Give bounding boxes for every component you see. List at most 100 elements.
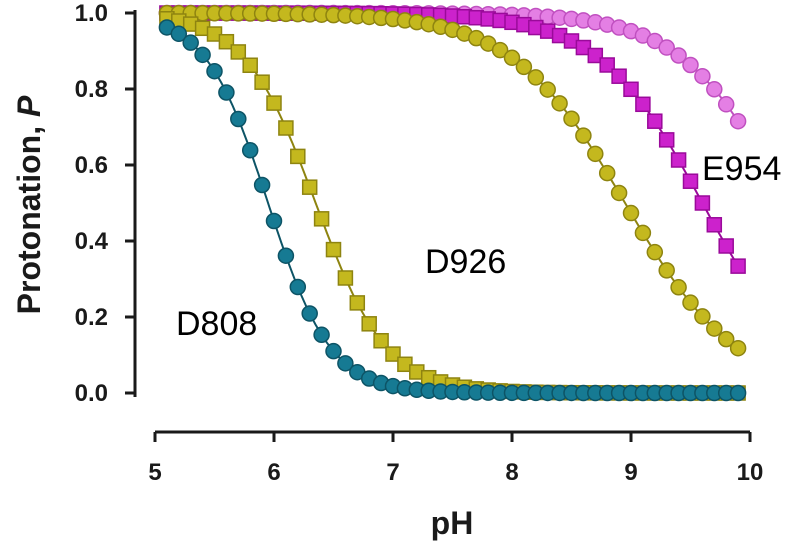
data-point (682, 56, 699, 74)
data-point (313, 211, 330, 227)
x-tick-label: 5 (148, 459, 161, 486)
data-point (266, 95, 282, 111)
data-point (706, 217, 723, 233)
x-tick-label: 6 (267, 459, 280, 486)
x-tick-label: 9 (624, 459, 637, 486)
data-point (242, 57, 258, 73)
data-point (325, 241, 342, 258)
data-point (622, 204, 640, 222)
y-axis-title-main: Protonation, (11, 117, 47, 314)
y-tick-label: 0.0 (75, 380, 108, 407)
annotation-d926: D926 (425, 243, 506, 281)
data-point (729, 112, 747, 130)
x-axis-title: pH (431, 505, 474, 541)
data-point (361, 316, 377, 332)
data-point (646, 243, 664, 261)
data-point (717, 330, 735, 348)
x-tick-label: 8 (505, 459, 518, 486)
data-point (218, 84, 235, 101)
annotation-e954: E954 (702, 150, 781, 188)
data-point (373, 333, 389, 349)
y-tick-label: 0.2 (75, 304, 108, 331)
x-tick-label: 10 (737, 459, 764, 486)
data-point (599, 57, 615, 73)
data-point (539, 81, 556, 98)
data-point (265, 212, 283, 230)
data-point (729, 384, 747, 402)
data-point (647, 113, 663, 129)
data-point (587, 47, 604, 64)
data-point (658, 132, 675, 148)
data-point (587, 145, 604, 163)
data-point (658, 39, 675, 56)
data-point (563, 110, 580, 127)
data-point (706, 81, 723, 98)
data-point (730, 258, 746, 274)
x-tick-label: 7 (386, 459, 399, 486)
data-point (682, 173, 699, 189)
data-point (658, 262, 675, 279)
data-point (670, 47, 687, 64)
data-point (706, 320, 723, 337)
data-point (253, 176, 271, 194)
data-point (610, 184, 628, 202)
data-marks (158, 4, 747, 402)
y-tick-label: 1.0 (75, 0, 108, 27)
data-point (278, 120, 294, 136)
data-point (170, 25, 188, 43)
data-point (325, 342, 342, 360)
data-point (598, 164, 616, 182)
data-point (515, 58, 533, 76)
data-point (230, 110, 247, 128)
data-point (717, 96, 735, 113)
series-d808-circle (158, 19, 747, 402)
ticks (125, 11, 752, 442)
data-point (349, 295, 366, 311)
data-point (337, 270, 354, 286)
data-point (670, 152, 687, 168)
data-point (254, 74, 270, 90)
y-tick-label: 0.8 (75, 76, 108, 103)
y-tick-label: 0.6 (75, 152, 108, 179)
data-point (575, 127, 592, 144)
data-point (301, 305, 318, 322)
data-point (694, 308, 711, 325)
tick-labels: 5 6 7 8 9 10 0.0 0.2 0.4 0.6 0.8 1.0 (75, 0, 764, 486)
series-d926-circle (158, 4, 747, 357)
data-point (301, 179, 318, 195)
y-axis-title: Protonation, P (11, 95, 47, 314)
data-point (289, 278, 307, 296)
data-point (551, 95, 568, 112)
data-point (313, 326, 330, 344)
y-tick-label: 0.4 (75, 228, 109, 255)
data-point (694, 195, 711, 211)
data-point (491, 41, 509, 59)
data-point (575, 39, 592, 56)
data-point (337, 355, 354, 372)
data-point (729, 339, 747, 357)
data-point (682, 294, 699, 311)
data-point (670, 279, 687, 296)
data-point (694, 67, 711, 85)
data-point (635, 96, 651, 113)
data-point (230, 44, 247, 60)
data-point (527, 69, 545, 86)
data-point (718, 238, 734, 254)
data-point (182, 34, 199, 51)
data-point (385, 346, 401, 362)
data-point (503, 49, 521, 67)
data-point (194, 46, 211, 64)
y-axis-title-italic: P (11, 95, 47, 117)
axes (133, 10, 750, 434)
data-point (206, 62, 223, 80)
data-point (241, 142, 259, 159)
fit-line (166, 12, 739, 267)
data-point (634, 224, 652, 242)
data-point (611, 68, 627, 84)
data-point (277, 247, 295, 264)
data-point (218, 33, 235, 50)
data-point (623, 81, 639, 98)
data-point (290, 148, 306, 165)
annotation-d808: D808 (176, 305, 257, 343)
